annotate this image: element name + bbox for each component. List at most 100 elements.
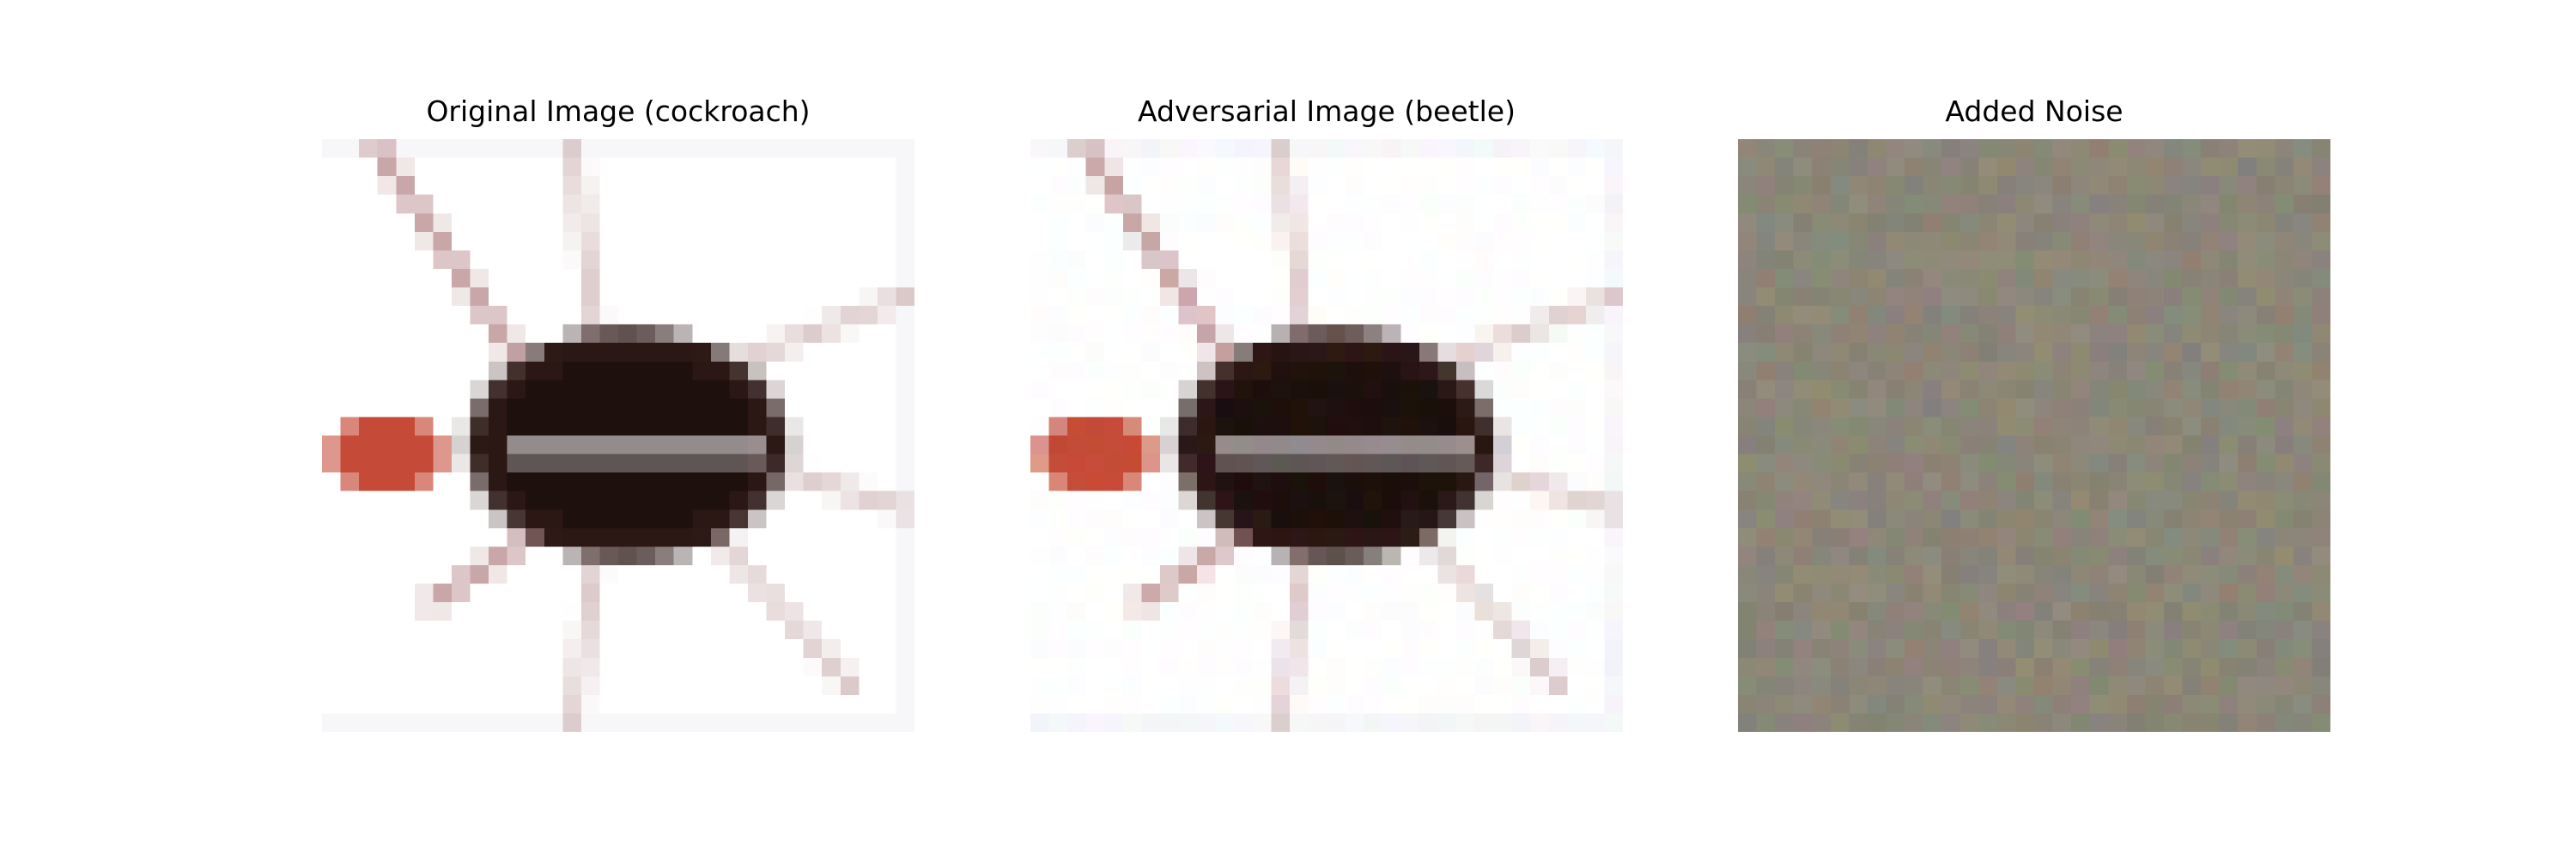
pixel bbox=[2052, 657, 2072, 677]
pixel bbox=[692, 657, 712, 677]
pixel bbox=[1122, 287, 1142, 307]
pixel bbox=[1867, 620, 1886, 640]
pixel bbox=[1530, 306, 1550, 326]
pixel bbox=[451, 324, 471, 344]
pixel bbox=[1756, 157, 1776, 177]
pixel bbox=[729, 343, 749, 362]
pixel bbox=[2201, 324, 2221, 344]
pixel bbox=[1849, 231, 1868, 251]
pixel bbox=[1978, 157, 1998, 177]
pixel bbox=[785, 454, 805, 473]
pixel bbox=[803, 454, 823, 473]
pixel bbox=[1159, 213, 1179, 233]
pixel bbox=[766, 213, 786, 233]
pixel bbox=[1048, 398, 1068, 417]
pixel bbox=[1996, 194, 2016, 214]
pixel bbox=[822, 398, 841, 417]
pixel bbox=[359, 287, 379, 307]
pixel bbox=[2275, 509, 2294, 529]
pixel bbox=[359, 454, 379, 473]
pixel bbox=[729, 380, 749, 399]
pixel bbox=[710, 417, 730, 436]
pixel bbox=[2201, 343, 2221, 362]
pixel bbox=[1382, 620, 1401, 640]
pixel bbox=[1493, 417, 1513, 436]
pixel bbox=[489, 676, 508, 696]
pixel bbox=[1996, 713, 2016, 732]
pixel bbox=[1849, 157, 1868, 177]
pixel bbox=[1030, 139, 1049, 158]
pixel bbox=[1511, 417, 1531, 436]
pixel bbox=[1252, 380, 1272, 399]
pixel bbox=[359, 157, 379, 177]
pixel bbox=[1364, 213, 1383, 233]
pixel bbox=[2089, 287, 2109, 307]
pixel bbox=[1419, 194, 1438, 214]
pixel bbox=[1849, 176, 1868, 196]
pixel bbox=[692, 139, 712, 158]
pixel bbox=[1548, 343, 1568, 362]
pixel bbox=[1849, 213, 1868, 233]
pixel bbox=[840, 306, 860, 326]
pixel bbox=[1455, 546, 1475, 566]
pixel bbox=[1996, 602, 2016, 622]
pixel bbox=[618, 139, 637, 158]
pixel bbox=[1830, 250, 1850, 270]
pixel bbox=[340, 527, 360, 547]
pixel bbox=[1756, 527, 1776, 547]
pixel bbox=[1419, 361, 1438, 381]
pixel bbox=[2182, 602, 2202, 622]
pixel bbox=[1085, 231, 1105, 251]
pixel bbox=[1756, 602, 1776, 622]
pixel bbox=[2034, 250, 2053, 270]
pixel bbox=[2182, 417, 2202, 436]
pixel bbox=[729, 176, 749, 196]
pixel bbox=[2089, 250, 2109, 270]
pixel bbox=[1271, 194, 1291, 214]
pixel bbox=[2256, 380, 2275, 399]
pixel bbox=[859, 527, 878, 547]
pixel bbox=[1756, 343, 1776, 362]
pixel bbox=[526, 639, 545, 659]
pixel bbox=[2089, 343, 2109, 362]
pixel bbox=[2163, 694, 2183, 714]
pixel bbox=[1941, 639, 1961, 659]
pixel bbox=[785, 509, 805, 529]
pixel bbox=[1400, 361, 1420, 381]
pixel bbox=[1122, 213, 1142, 233]
pixel bbox=[1030, 398, 1049, 417]
pixel bbox=[655, 176, 675, 196]
pixel bbox=[877, 231, 896, 251]
pixel bbox=[1104, 398, 1124, 417]
pixel bbox=[1585, 398, 1605, 417]
pixel bbox=[1289, 657, 1309, 677]
pixel bbox=[1067, 546, 1087, 566]
pixel bbox=[1234, 194, 1254, 214]
pixel bbox=[489, 139, 508, 158]
pixel bbox=[1738, 343, 1757, 362]
pixel bbox=[1308, 639, 1327, 659]
pixel bbox=[2108, 231, 2128, 251]
pixel bbox=[451, 231, 471, 251]
pixel bbox=[859, 509, 878, 529]
pixel bbox=[1849, 602, 1868, 622]
pixel bbox=[2071, 509, 2091, 529]
pixel bbox=[1511, 324, 1531, 344]
pixel bbox=[859, 268, 878, 288]
pixel bbox=[877, 398, 896, 417]
pixel bbox=[1923, 472, 1942, 492]
pixel bbox=[1437, 602, 1457, 622]
pixel bbox=[2034, 398, 2053, 417]
pixel bbox=[1585, 139, 1605, 158]
pixel bbox=[766, 380, 786, 399]
pixel bbox=[2034, 583, 2053, 603]
pixel bbox=[2071, 694, 2091, 714]
pixel bbox=[877, 361, 896, 381]
pixel bbox=[1382, 139, 1401, 158]
pixel bbox=[396, 139, 416, 158]
pixel bbox=[692, 157, 712, 177]
pixel bbox=[710, 250, 730, 270]
pixel bbox=[785, 287, 805, 307]
pixel bbox=[526, 713, 545, 732]
pixel bbox=[2293, 472, 2312, 492]
